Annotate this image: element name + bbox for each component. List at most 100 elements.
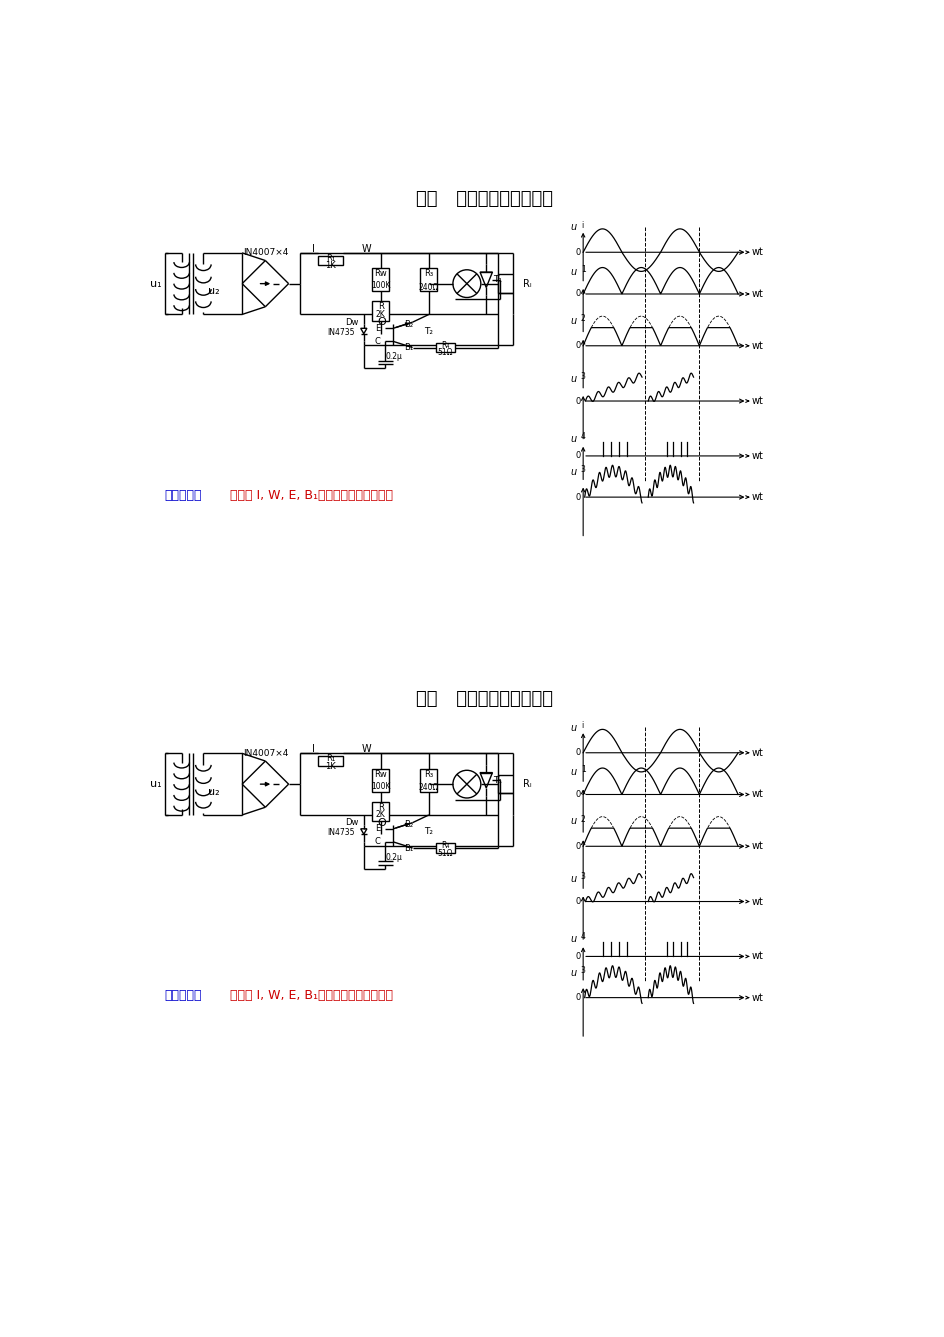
Bar (435, 844, 455, 853)
Text: wt: wt (751, 341, 763, 350)
Text: R₁: R₁ (326, 754, 335, 763)
Text: C: C (375, 837, 380, 846)
Text: u₁: u₁ (149, 278, 161, 289)
Text: R: R (378, 802, 383, 812)
Text: wt: wt (751, 451, 763, 461)
Text: 0: 0 (575, 452, 581, 460)
Text: 0: 0 (575, 290, 581, 298)
Text: I: I (312, 745, 314, 754)
Text: u₂: u₂ (208, 286, 219, 297)
Text: 3: 3 (581, 873, 585, 881)
Text: 0: 0 (575, 790, 581, 800)
Text: 实验要求：: 实验要求： (164, 489, 202, 501)
Bar (372, 301, 389, 321)
Text: W: W (361, 745, 371, 754)
Text: 0: 0 (575, 993, 581, 1003)
Text: u: u (570, 723, 577, 733)
Text: R: R (378, 302, 383, 312)
Text: wt: wt (751, 747, 763, 758)
Text: 3: 3 (581, 465, 585, 475)
Text: u: u (570, 935, 577, 944)
Text: wt: wt (751, 952, 763, 961)
Text: C: C (375, 337, 380, 346)
Text: Rw: Rw (374, 770, 387, 778)
Text: B₂: B₂ (404, 821, 413, 829)
Text: 0.2μ: 0.2μ (385, 853, 402, 862)
Bar (318, 255, 343, 265)
Text: wt: wt (751, 396, 763, 406)
Text: 0: 0 (575, 749, 581, 757)
Text: 0: 0 (575, 341, 581, 350)
Text: u: u (570, 266, 577, 277)
Text: u: u (570, 316, 577, 326)
Text: IN4007×4: IN4007×4 (243, 249, 288, 257)
Text: 实验   晶闸管可控整流电路: 实验 晶闸管可控整流电路 (415, 690, 552, 709)
Text: 1K: 1K (325, 762, 335, 771)
Text: R₄: R₄ (441, 841, 449, 850)
Text: u: u (570, 874, 577, 884)
Text: 51Ω: 51Ω (437, 849, 452, 858)
Text: 4: 4 (581, 932, 585, 941)
Text: Dw: Dw (345, 818, 358, 828)
Text: I: I (312, 243, 314, 254)
Text: wt: wt (751, 992, 763, 1003)
Text: IN4007×4: IN4007×4 (243, 749, 288, 758)
Text: T₁: T₁ (493, 775, 502, 785)
Bar (435, 342, 455, 352)
Text: 0.2μ: 0.2μ (385, 352, 402, 361)
Text: B₁: B₁ (404, 844, 413, 853)
Bar (372, 769, 389, 792)
Text: 1K: 1K (325, 262, 335, 270)
Text: Rₗ: Rₗ (522, 779, 531, 789)
Text: wt: wt (751, 789, 763, 800)
Text: u: u (570, 467, 577, 477)
Text: 实验   晶闸管可控整流电路: 实验 晶闸管可控整流电路 (415, 190, 552, 209)
Bar (372, 802, 389, 821)
Text: 0: 0 (575, 247, 581, 257)
Text: 1: 1 (581, 766, 585, 774)
Text: 2K: 2K (376, 310, 385, 320)
Text: 测出点 I, W, E, B₁的电压，并绘出波形。: 测出点 I, W, E, B₁的电压，并绘出波形。 (230, 989, 393, 1003)
Text: u₂: u₂ (208, 787, 219, 797)
Text: wt: wt (751, 247, 763, 257)
Text: u₁: u₁ (149, 779, 161, 789)
Circle shape (452, 270, 480, 298)
Text: wt: wt (751, 492, 763, 503)
Text: i: i (581, 721, 582, 730)
Bar (497, 274, 513, 293)
Text: 0: 0 (575, 492, 581, 501)
Text: Dw: Dw (345, 318, 358, 326)
Bar (497, 775, 513, 793)
Text: i: i (581, 221, 582, 230)
Text: 2K: 2K (376, 810, 385, 820)
Text: 240Ω: 240Ω (418, 783, 439, 793)
Text: u: u (570, 373, 577, 384)
Circle shape (452, 770, 480, 798)
Text: 测出点 I, W, E, B₁的电压，并绘出波形。: 测出点 I, W, E, B₁的电压，并绘出波形。 (230, 489, 393, 501)
Text: O: O (377, 818, 385, 828)
Text: R₄: R₄ (441, 341, 449, 350)
Text: T₂: T₂ (423, 828, 432, 837)
Text: R₃: R₃ (424, 269, 433, 278)
Bar (318, 757, 343, 766)
Text: Rₗ: Rₗ (522, 278, 531, 289)
Text: T₁: T₁ (493, 275, 502, 285)
Text: 1: 1 (581, 265, 585, 274)
Text: IN4735: IN4735 (327, 828, 354, 837)
Text: u: u (570, 767, 577, 777)
Text: wt: wt (751, 841, 763, 852)
Text: 2: 2 (581, 314, 585, 324)
Text: W: W (361, 243, 371, 254)
Text: 100K: 100K (371, 282, 390, 290)
Text: E: E (375, 324, 380, 333)
Text: 2: 2 (581, 814, 585, 824)
Text: 实验要求：: 实验要求： (164, 989, 202, 1003)
Text: u: u (570, 222, 577, 233)
Text: 51Ω: 51Ω (437, 349, 452, 357)
Bar (372, 269, 389, 291)
Text: B₁: B₁ (404, 344, 413, 352)
Text: E: E (375, 825, 380, 833)
Text: wt: wt (751, 897, 763, 906)
Bar (420, 269, 437, 291)
Text: R₁: R₁ (326, 254, 335, 263)
